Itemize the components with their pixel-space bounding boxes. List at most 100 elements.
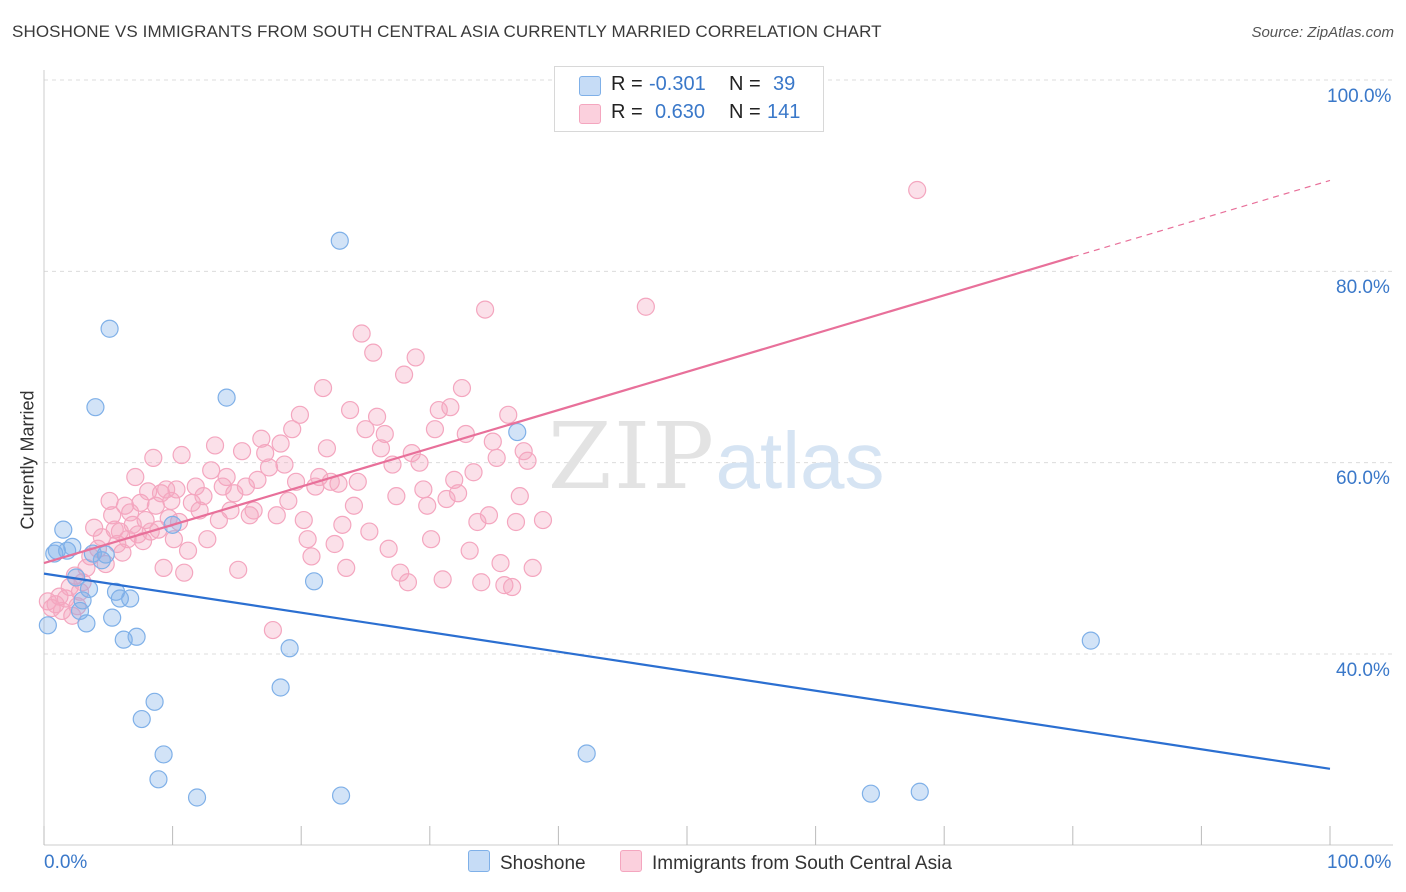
immigrants-point-43 xyxy=(164,530,183,549)
immigrants-point-123 xyxy=(468,512,487,532)
immigrants-point-94 xyxy=(356,420,375,439)
immigrants-point-78 xyxy=(294,510,313,530)
immigrants-point-93 xyxy=(352,324,371,343)
immigrants-point-61 xyxy=(229,560,248,579)
shoshone-point-29 xyxy=(271,678,290,697)
shoshone-point-18 xyxy=(110,589,129,608)
immigrants-point-139 xyxy=(908,180,927,200)
immigrants-point-117 xyxy=(445,470,464,489)
immigrants-point-132 xyxy=(503,577,522,597)
immigrants-point-107 xyxy=(406,348,425,367)
immigrants-point-40 xyxy=(157,480,176,499)
shoshone-point-16 xyxy=(103,608,122,627)
immigrants-point-52 xyxy=(194,487,213,506)
legend-n-value-immigrants: 141 xyxy=(767,101,801,123)
immigrants-point-86 xyxy=(325,534,344,554)
immigrants-point-50 xyxy=(186,477,205,496)
shoshone-point-21 xyxy=(127,627,146,646)
immigrants-point-69 xyxy=(259,458,279,477)
immigrants-point-19 xyxy=(103,506,122,525)
immigrants-point-96 xyxy=(364,343,383,362)
immigrants-point-108 xyxy=(410,453,429,472)
immigrants-point-118 xyxy=(448,484,468,503)
bottom-shoshone-swatch xyxy=(468,850,490,872)
y-tick-label-80: 80.0% xyxy=(1336,277,1390,298)
immigrants-point-104 xyxy=(394,365,414,384)
immigrants-point-63 xyxy=(236,477,256,496)
immigrants-point-126 xyxy=(479,506,499,525)
immigrants-point-71 xyxy=(267,506,286,525)
immigrants-point-91 xyxy=(344,496,364,515)
immigrants-point-134 xyxy=(510,487,529,506)
immigrants-point-95 xyxy=(360,522,379,541)
immigrants-trend-line xyxy=(43,255,1074,565)
immigrants-point-131 xyxy=(499,405,518,424)
immigrants-point-58 xyxy=(217,467,236,487)
immigrants-point-115 xyxy=(437,489,456,509)
immigrants-point-103 xyxy=(391,563,410,582)
immigrants-point-13 xyxy=(81,547,100,566)
immigrants-point-75 xyxy=(283,420,302,439)
immigrants-point-100 xyxy=(379,539,398,558)
shoshone-point-20 xyxy=(121,589,140,608)
immigrants-point-121 xyxy=(460,541,479,560)
legend-r-value-shoshone: -0.301 xyxy=(649,73,706,95)
immigrants-point-77 xyxy=(290,405,310,424)
immigrants-point-72 xyxy=(271,434,290,453)
immigrants-point-105 xyxy=(398,573,418,592)
immigrants-point-55 xyxy=(205,436,225,455)
y-tick-label-40: 40.0% xyxy=(1336,660,1390,681)
trend-lines xyxy=(43,179,1331,770)
shoshone-point-22 xyxy=(132,709,151,729)
immigrants-point-88 xyxy=(333,515,352,534)
immigrants-point-124 xyxy=(472,573,491,592)
bottom-shoshone-label: Shoshone xyxy=(500,853,586,874)
shoshone-point-3 xyxy=(54,520,73,539)
immigrants-point-116 xyxy=(441,398,460,417)
immigrants-point-73 xyxy=(275,455,294,474)
immigrants-point-42 xyxy=(162,491,181,511)
shoshone-point-25 xyxy=(154,745,173,764)
immigrants-point-79 xyxy=(298,530,317,549)
bottom-immigrants-label: Immigrants from South Central Asia xyxy=(652,853,952,874)
immigrants-point-129 xyxy=(491,554,510,573)
chart-title: SHOSHONE VS IMMIGRANTS FROM SOUTH CENTRA… xyxy=(12,22,882,41)
immigrants-point-98 xyxy=(371,439,391,458)
immigrants-point-32 xyxy=(136,510,155,530)
immigrants-point-9 xyxy=(68,597,87,616)
immigrants-point-44 xyxy=(167,480,186,499)
immigrants-point-82 xyxy=(310,467,329,487)
legend-r-value-immigrants: 0.630 xyxy=(655,101,706,123)
shoshone-point-24 xyxy=(149,770,168,789)
bottom-immigrants-swatch xyxy=(620,850,642,872)
immigrants-point-128 xyxy=(487,448,506,467)
immigrants-point-14 xyxy=(85,518,104,537)
shoshone-point-15 xyxy=(100,319,119,338)
watermark-atlas: atlas xyxy=(716,416,885,505)
immigrants-point-136 xyxy=(518,451,537,470)
immigrants-point-114 xyxy=(433,570,452,589)
immigrants-trend-extension xyxy=(1072,179,1331,258)
immigrants-point-135 xyxy=(514,442,533,461)
shoshone-point-9 xyxy=(77,614,96,633)
shoshone-point-33 xyxy=(331,786,351,805)
shoshone-point-0 xyxy=(38,616,57,635)
shoshone-point-32 xyxy=(330,231,349,250)
shoshone-swatch xyxy=(579,76,601,96)
immigrants-point-102 xyxy=(387,487,406,506)
immigrants-point-127 xyxy=(483,432,502,451)
legend-n-label: N = xyxy=(729,73,761,95)
shoshone-point-23 xyxy=(145,692,164,711)
immigrants-point-89 xyxy=(337,558,356,578)
bottom-legend-shoshone: Shoshone xyxy=(468,850,586,875)
immigrants-point-57 xyxy=(213,477,232,496)
immigrants-point-99 xyxy=(375,424,394,444)
immigrants-point-110 xyxy=(418,496,437,515)
immigrants-point-90 xyxy=(340,400,360,420)
shoshone-point-30 xyxy=(280,639,299,658)
immigrants-point-138 xyxy=(636,297,655,316)
shoshone-point-36 xyxy=(861,784,880,803)
immigrants-point-54 xyxy=(202,461,221,480)
shoshone-point-14 xyxy=(96,545,115,564)
